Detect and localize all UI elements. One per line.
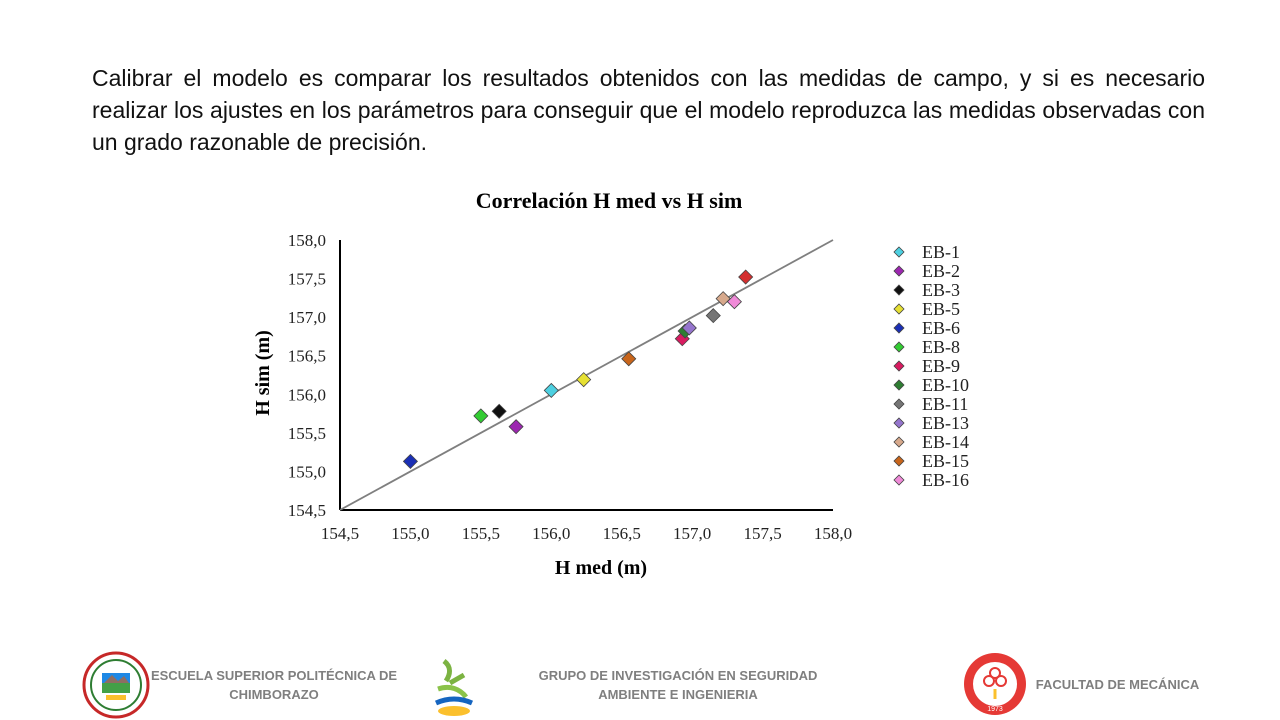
legend-marker <box>893 455 905 467</box>
legend-marker <box>893 284 905 296</box>
footer: ESCUELA SUPERIOR POLITÉCNICA DE CHIMBORA… <box>0 645 1280 720</box>
footer-faculty-name: FACULTAD DE MECÁNICA <box>1035 677 1200 692</box>
intro-paragraph: Calibrar el modelo es comparar los resul… <box>92 65 1205 155</box>
research-group-logo <box>434 659 474 716</box>
legend-label: EB-1 <box>922 242 960 262</box>
legend-marker <box>893 341 905 353</box>
footer-research-group-name: GRUPO DE INVESTIGACIÓN EN SEGURIDAD AMBI… <box>538 668 818 702</box>
data-point <box>681 320 697 336</box>
correlation-chart: Correlación H med vs H sim H med (m) H s… <box>240 180 1000 590</box>
legend-label: EB-8 <box>922 337 960 357</box>
x-tick-label: 155,5 <box>462 524 500 543</box>
legend-marker <box>893 436 905 448</box>
legend-label: EB-3 <box>922 280 960 300</box>
chart-title: Correlación H med vs H sim <box>476 188 743 213</box>
chart-legend: EB-1EB-2EB-3EB-5EB-6EB-8EB-9EB-10EB-11EB… <box>893 242 969 490</box>
legend-label: EB-15 <box>922 451 969 471</box>
x-tick-label: 155,0 <box>391 524 429 543</box>
espoch-seal-logo <box>82 651 150 719</box>
data-point <box>738 269 754 285</box>
x-axis-title: H med (m) <box>555 557 647 579</box>
y-tick-label: 157,0 <box>288 308 326 327</box>
chart-canvas: Correlación H med vs H sim H med (m) H s… <box>252 188 969 579</box>
legend-marker <box>893 265 905 277</box>
x-tick-label: 157,0 <box>673 524 711 543</box>
legend-label: EB-11 <box>922 394 968 414</box>
legend-label: EB-13 <box>922 413 969 433</box>
legend-marker <box>893 322 905 334</box>
x-tick-label: 157,5 <box>743 524 781 543</box>
x-tick-label: 158,0 <box>814 524 852 543</box>
data-point <box>715 291 731 307</box>
x-tick-label: 154,5 <box>321 524 359 543</box>
data-point <box>576 372 592 388</box>
facultad-mecanica-logo: 1973 <box>964 653 1026 715</box>
footer-institution-name: ESCUELA SUPERIOR POLITÉCNICA DE CHIMBORA… <box>150 668 398 702</box>
legend-label: EB-5 <box>922 299 960 319</box>
legend-label: EB-14 <box>922 432 969 452</box>
legend-label: EB-2 <box>922 261 960 281</box>
x-tick-label: 156,0 <box>532 524 570 543</box>
data-point <box>508 419 524 435</box>
data-point <box>726 294 742 310</box>
legend-label: EB-6 <box>922 318 960 338</box>
data-point <box>705 308 721 324</box>
data-point <box>473 408 489 424</box>
legend-marker <box>893 417 905 429</box>
y-tick-label: 156,5 <box>288 347 326 366</box>
y-tick-label: 155,5 <box>288 424 326 443</box>
data-point <box>491 403 507 419</box>
legend-label: EB-16 <box>922 470 969 490</box>
y-tick-label: 154,5 <box>288 501 326 520</box>
y-tick-label: 156,0 <box>288 385 326 404</box>
legend-marker <box>893 303 905 315</box>
y-tick-label: 155,0 <box>288 462 326 481</box>
legend-label: EB-10 <box>922 375 969 395</box>
plot-area: 154,5 155,0 155,5 156,0 156,5 157,0 157,5 158,0… <box>288 231 852 543</box>
legend-marker <box>893 246 905 258</box>
y-tick-label: 158,0 <box>288 231 326 250</box>
y-tick-label: 157,5 <box>288 270 326 289</box>
data-point <box>402 453 418 469</box>
x-tick-label: 156,5 <box>603 524 641 543</box>
legend-marker <box>893 360 905 372</box>
legend-label: EB-9 <box>922 356 960 376</box>
logo-year: 1973 <box>987 706 1003 713</box>
data-point <box>621 351 637 367</box>
legend-marker <box>893 398 905 410</box>
legend-marker <box>893 474 905 486</box>
y-axis-title: H sim (m) <box>252 330 274 416</box>
data-point <box>543 382 559 398</box>
legend-marker <box>893 379 905 391</box>
